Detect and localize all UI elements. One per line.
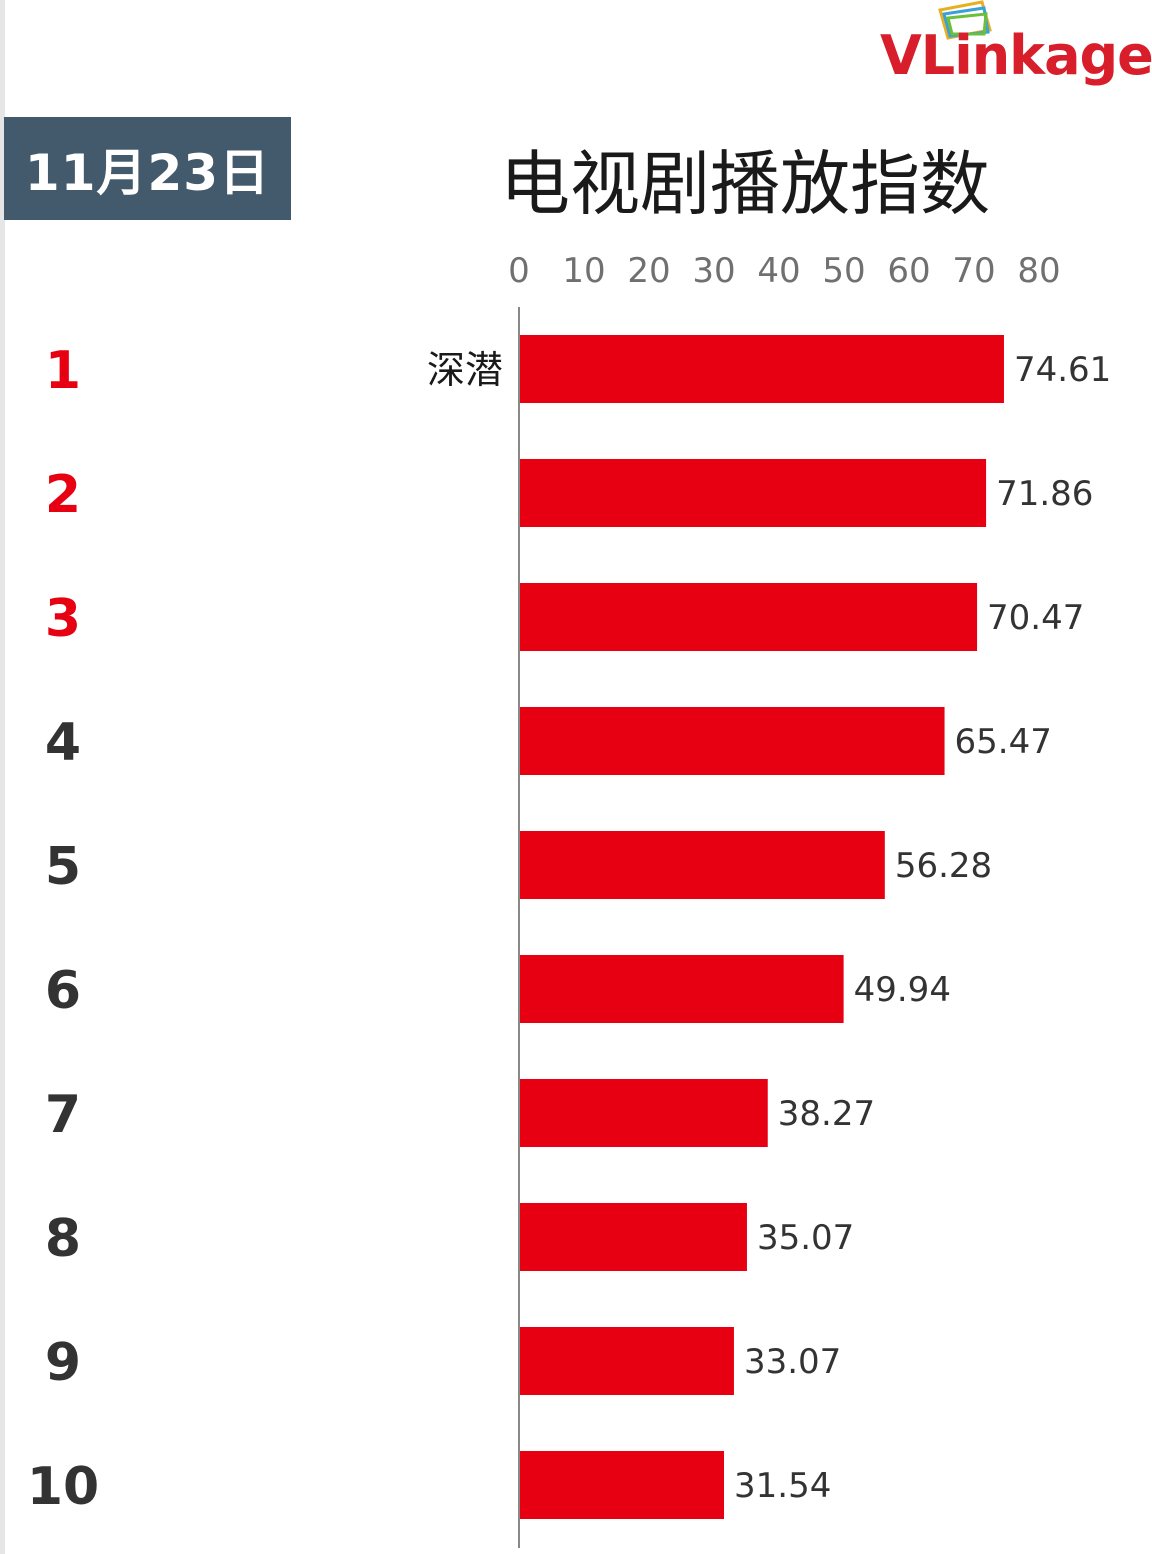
x-tick-label: 20	[627, 251, 670, 291]
category-label: 深潜	[427, 348, 503, 392]
bar-value-label: 49.94	[854, 970, 951, 1010]
rank-label: 10	[27, 1457, 99, 1517]
bar-value-label: 35.07	[757, 1218, 854, 1258]
rank-label: 2	[45, 465, 81, 525]
bar	[520, 1327, 734, 1395]
bar	[520, 1451, 725, 1519]
x-tick-label: 80	[1017, 251, 1060, 291]
rank-label: 3	[45, 589, 81, 649]
bar-value-label: 70.47	[987, 598, 1084, 638]
bar-value-label: 38.27	[778, 1094, 875, 1134]
bar	[520, 1079, 768, 1147]
logo-frames-icon	[938, 0, 992, 40]
bar-value-label: 33.07	[744, 1342, 841, 1382]
rank-label: 9	[45, 1333, 81, 1393]
date-label: 11月23日	[24, 143, 271, 202]
x-tick-label: 40	[757, 251, 800, 291]
x-tick-label: 30	[692, 251, 735, 291]
rank-label: 4	[45, 713, 81, 773]
rank-label: 6	[45, 961, 81, 1021]
bar-value-label: 31.54	[734, 1466, 831, 1506]
logo-text: VLinkage	[880, 24, 1152, 87]
bar	[520, 1203, 747, 1271]
x-tick-label: 0	[508, 251, 530, 291]
bar	[520, 707, 945, 775]
left-edge-rule	[0, 0, 5, 1554]
x-tick-label: 70	[952, 251, 995, 291]
bar	[520, 831, 885, 899]
x-tick-label: 50	[822, 251, 865, 291]
rank-label: 7	[45, 1085, 81, 1145]
bar	[520, 955, 844, 1023]
vlinkage-logo: VLinkage	[872, 0, 1152, 100]
x-tick-label: 10	[562, 251, 605, 291]
chart-title: 电视剧播放指数	[500, 143, 990, 225]
rank-label: 8	[45, 1209, 81, 1269]
x-tick-label: 60	[887, 251, 930, 291]
bar	[520, 335, 1004, 403]
bar	[520, 459, 987, 527]
bar-value-label: 74.61	[1014, 350, 1111, 390]
rank-label: 5	[45, 837, 81, 897]
bar-value-label: 56.28	[895, 846, 992, 886]
rank-label: 1	[45, 341, 81, 401]
bar	[520, 583, 978, 651]
date-badge: 11月23日	[4, 117, 291, 220]
bar-value-label: 65.47	[955, 722, 1052, 762]
bar-value-label: 71.86	[996, 474, 1093, 514]
